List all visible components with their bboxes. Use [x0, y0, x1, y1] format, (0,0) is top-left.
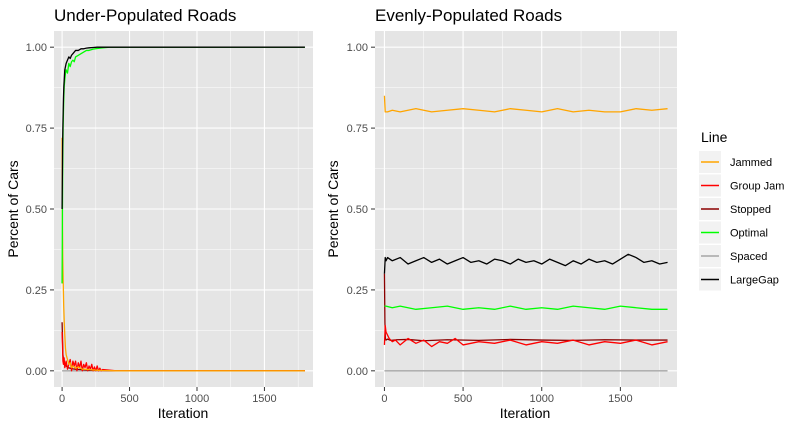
- legend-label: LargeGap: [730, 275, 779, 287]
- y-tick-label: 0.00: [26, 366, 47, 378]
- series-line-largegap: [383, 253, 668, 274]
- x-tick-label: 1500: [608, 393, 632, 405]
- x-tick-label: 1000: [185, 393, 209, 405]
- series-lines: [383, 95, 668, 372]
- series-lines: [61, 46, 305, 372]
- under-populated-panel: Under-Populated Roads 0 500 1000 1500 0.000…: [5, 6, 313, 421]
- legend: Line Jammed Group Jam Stopped Optimal Spaced…: [699, 129, 784, 291]
- evenly-populated-panel: Evenly-Populated Roads 0 500 1000 1500 0.00…: [325, 6, 677, 421]
- x-tick-label: 1500: [252, 393, 276, 405]
- y-tick-label: 0.75: [347, 123, 368, 135]
- y-tick-label: 0.50: [347, 204, 368, 216]
- legend-label: Group Jam: [730, 181, 784, 193]
- y-tick-label: 0.50: [26, 204, 47, 216]
- x-tick-label: 0: [59, 393, 65, 405]
- y-tick-label: 0.25: [26, 285, 47, 297]
- y-tick-label: 1.00: [347, 42, 368, 54]
- y-axis-ticks: 0.00 0.25 0.50 0.75 1.00: [26, 42, 54, 378]
- x-tick-label: 0: [381, 393, 387, 405]
- series-line-group-jam: [383, 324, 668, 348]
- y-tick-label: 0.00: [347, 366, 368, 378]
- x-axis-title: Iteration: [500, 405, 551, 421]
- series-line-jammed: [383, 95, 668, 113]
- y-axis-ticks: 0.00 0.25 0.50 0.75 1.00: [347, 42, 375, 378]
- legend-label: Stopped: [730, 204, 771, 216]
- x-tick-label: 500: [454, 393, 472, 405]
- legend-label: Optimal: [730, 228, 768, 240]
- x-axis-ticks: 0 500 1000 1500: [381, 387, 633, 405]
- panel-title: Under-Populated Roads: [54, 6, 236, 25]
- legend-items: Jammed Group Jam Stopped Optimal Spaced Large…: [699, 151, 784, 291]
- series-line-jammed: [61, 137, 305, 372]
- y-tick-label: 0.25: [347, 285, 368, 297]
- legend-title: Line: [701, 129, 728, 145]
- legend-label: Jammed: [730, 157, 772, 169]
- series-line-optimal: [384, 305, 668, 310]
- y-axis-title: Percent of Cars: [325, 160, 341, 257]
- legend-label: Spaced: [730, 251, 767, 263]
- x-axis-title: Iteration: [158, 405, 209, 421]
- x-axis-ticks: 0 500 1000 1500: [59, 387, 277, 405]
- y-tick-label: 0.75: [26, 123, 47, 135]
- x-tick-label: 500: [120, 393, 138, 405]
- x-tick-label: 1000: [529, 393, 553, 405]
- panel-title: Evenly-Populated Roads: [375, 6, 562, 25]
- grid-lines: [54, 31, 313, 387]
- series-line-largegap: [61, 46, 305, 210]
- y-axis-title: Percent of Cars: [5, 160, 21, 257]
- y-tick-label: 1.00: [26, 42, 47, 54]
